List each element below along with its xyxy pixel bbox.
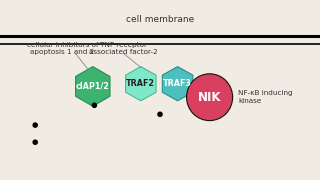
Ellipse shape xyxy=(158,112,162,116)
Text: cIAP1/2: cIAP1/2 xyxy=(76,82,110,91)
Text: TRAF2: TRAF2 xyxy=(126,79,155,88)
Polygon shape xyxy=(76,67,110,106)
Ellipse shape xyxy=(33,123,37,127)
Text: TRAF3: TRAF3 xyxy=(163,79,192,88)
Text: NF-κB inducing
kinase: NF-κB inducing kinase xyxy=(238,90,293,104)
Ellipse shape xyxy=(92,103,97,107)
Text: cell membrane: cell membrane xyxy=(126,15,194,24)
Text: cellular inhibitors of
apoptosis 1 and 2: cellular inhibitors of apoptosis 1 and 2 xyxy=(27,42,98,55)
Ellipse shape xyxy=(187,74,233,121)
Ellipse shape xyxy=(33,140,37,144)
Text: TNF receptor
associated factor-2: TNF receptor associated factor-2 xyxy=(89,42,157,55)
Polygon shape xyxy=(162,67,193,101)
Polygon shape xyxy=(125,67,156,101)
Text: NIK: NIK xyxy=(198,91,221,104)
